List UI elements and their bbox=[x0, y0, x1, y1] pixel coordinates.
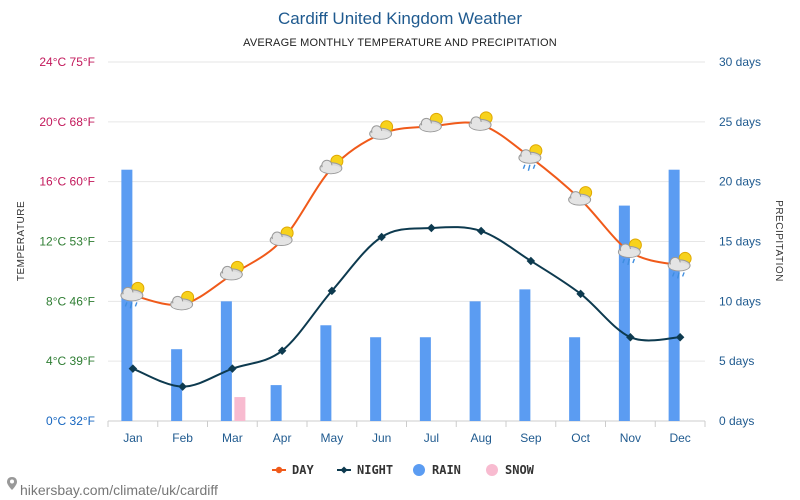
x-tick-label: Sep bbox=[520, 431, 542, 445]
cloud-sun-icon bbox=[269, 226, 294, 247]
cloud-sun-icon bbox=[418, 112, 443, 133]
rain-bar bbox=[469, 301, 481, 421]
y-right-tick-label: 15 days bbox=[719, 235, 761, 249]
rain-bar bbox=[419, 337, 431, 421]
night-point bbox=[178, 382, 187, 391]
cloud-sun-icon bbox=[319, 154, 344, 175]
rain-bar bbox=[618, 205, 630, 421]
cloud-sun-rain-icon bbox=[120, 281, 145, 309]
night-point bbox=[427, 223, 436, 233]
x-tick-label: Jul bbox=[424, 431, 439, 445]
y-axis-right-title: PRECIPITATION bbox=[773, 200, 784, 282]
precipitation-bars bbox=[121, 169, 680, 421]
legend-label: RAIN bbox=[432, 463, 461, 477]
y-left-tick-label: 8°C 46°F bbox=[46, 294, 95, 308]
rain-bar bbox=[569, 337, 581, 421]
night-point bbox=[128, 364, 138, 373]
legend: DAY NIGHT RAIN SNOW bbox=[272, 463, 535, 477]
y-right-tick-label: 20 days bbox=[719, 175, 761, 189]
y-left-tick-label: 12°C 53°F bbox=[39, 235, 95, 249]
night-point bbox=[576, 289, 585, 299]
y-left-tick-label: 4°C 39°F bbox=[46, 354, 95, 368]
chart-subtitle: AVERAGE MONTHLY TEMPERATURE AND PRECIPIT… bbox=[243, 37, 557, 49]
cloud-sun-rain-icon bbox=[667, 251, 692, 279]
night-point bbox=[675, 332, 685, 342]
night-point bbox=[626, 332, 635, 342]
day-line bbox=[132, 121, 681, 307]
chart-title: Cardiff United Kingdom Weather bbox=[278, 9, 522, 28]
x-tick-label: Nov bbox=[620, 431, 641, 445]
cloud-sun-icon bbox=[568, 186, 593, 206]
y-right-tick-label: 0 days bbox=[719, 414, 754, 428]
legend-item-night: NIGHT bbox=[337, 463, 393, 477]
cloud-sun-icon bbox=[219, 260, 244, 281]
night-point bbox=[327, 286, 337, 296]
y-right-tick-label: 25 days bbox=[719, 115, 761, 129]
legend-label: SNOW bbox=[505, 463, 535, 477]
night-point bbox=[377, 232, 386, 242]
footer: hikersbay.com/climate/uk/cardiff bbox=[7, 477, 218, 498]
rain-bar bbox=[370, 337, 382, 421]
night-point bbox=[526, 256, 536, 266]
x-tick-label: Aug bbox=[470, 431, 491, 445]
snow-bar bbox=[234, 397, 246, 421]
rain-bar bbox=[519, 289, 531, 421]
y-right-tick-label: 5 days bbox=[719, 354, 754, 368]
y-right-tick-label: 10 days bbox=[719, 294, 761, 308]
cloud-sun-icon bbox=[369, 120, 394, 140]
night-line bbox=[132, 226, 681, 388]
x-tick-label: Feb bbox=[172, 431, 193, 445]
legend-item-rain: RAIN bbox=[413, 463, 461, 477]
cloud-sun-icon bbox=[468, 111, 493, 131]
legend-item-snow: SNOW bbox=[486, 463, 535, 477]
night-point bbox=[476, 226, 486, 236]
grid-lines bbox=[107, 61, 706, 427]
cloud-sun-icon bbox=[170, 290, 195, 311]
y-left-tick-label: 24°C 75°F bbox=[39, 55, 95, 69]
night-point bbox=[277, 346, 287, 355]
x-tick-label: Jan bbox=[123, 431, 142, 445]
y-axis-left-ticks: 0°C 32°F 4°C 39°F 8°C 46°F 12°C 53°F 16°C 60… bbox=[39, 55, 95, 428]
source-link[interactable]: hikersbay.com/climate/uk/cardiff bbox=[20, 482, 218, 498]
y-left-tick-label: 20°C 68°F bbox=[39, 115, 95, 129]
location-pin-icon bbox=[7, 477, 17, 490]
rain-bar bbox=[320, 325, 332, 421]
legend-label: NIGHT bbox=[357, 463, 393, 477]
x-axis: Jan Feb Mar Apr May Jun Jul Aug Sep Oct Nov Dec bbox=[123, 431, 691, 445]
legend-item-day: DAY bbox=[272, 463, 314, 477]
night-point bbox=[228, 364, 237, 373]
cloud-sun-rain-icon bbox=[518, 144, 543, 171]
x-tick-label: Dec bbox=[669, 431, 690, 445]
rain-bar bbox=[220, 301, 232, 421]
y-axis-left-title: TEMPERATURE bbox=[16, 201, 27, 281]
y-left-tick-label: 0°C 32°F bbox=[46, 414, 95, 428]
weather-icons bbox=[120, 111, 692, 311]
x-tick-label: May bbox=[321, 431, 344, 445]
rain-bar bbox=[270, 385, 282, 421]
y-right-tick-label: 30 days bbox=[719, 55, 761, 69]
legend-label: DAY bbox=[292, 463, 314, 477]
cloud-sun-rain-icon bbox=[617, 238, 642, 266]
x-tick-label: Oct bbox=[571, 431, 590, 445]
x-tick-label: Mar bbox=[222, 431, 243, 445]
x-tick-label: Jun bbox=[372, 431, 391, 445]
x-tick-label: Apr bbox=[273, 431, 292, 445]
y-left-tick-label: 16°C 60°F bbox=[39, 175, 95, 189]
temperature-lines bbox=[128, 120, 685, 391]
y-axis-right-ticks: 0 days 5 days 10 days 15 days 20 days 25 days… bbox=[719, 55, 761, 428]
rain-bar bbox=[668, 169, 680, 421]
